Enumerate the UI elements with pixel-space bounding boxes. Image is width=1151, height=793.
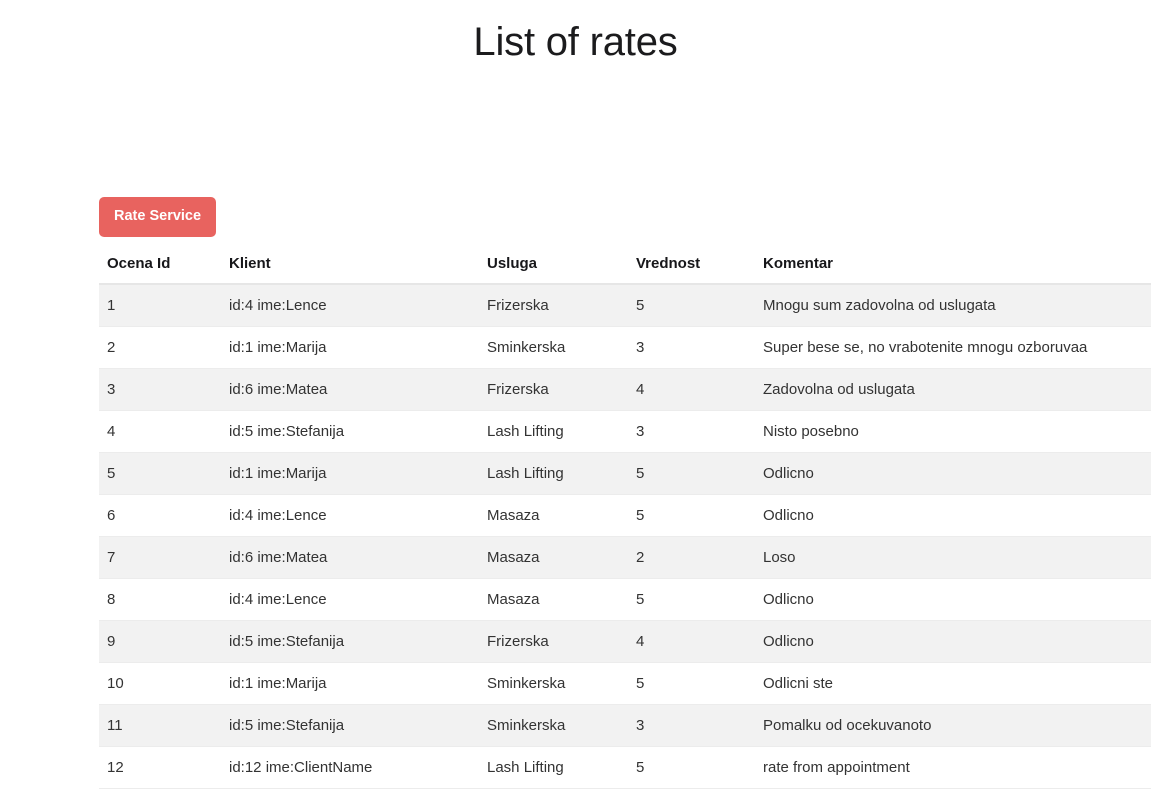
cell-usluga: Lash Lifting <box>479 745 628 789</box>
cell-usluga: Sminkerska <box>479 661 628 704</box>
cell-vrednost: 3 <box>628 325 755 368</box>
cell-komentar: Odlicni ste <box>755 661 1151 704</box>
table-row[interactable]: 5 id:1 ime:Marija Lash Lifting 5 Odlicno <box>99 451 1151 494</box>
column-header-ocena-id[interactable]: Ocena Id <box>99 245 221 285</box>
cell-komentar: rate from appointment <box>755 745 1151 789</box>
cell-usluga: Masaza <box>479 493 628 536</box>
cell-usluga: Masaza <box>479 535 628 578</box>
cell-klient: id:4 ime:Lence <box>221 493 479 536</box>
table-row[interactable]: 8 id:4 ime:Lence Masaza 5 Odlicno <box>99 577 1151 620</box>
table-row[interactable]: 9 id:5 ime:Stefanija Frizerska 4 Odlicno <box>99 619 1151 662</box>
cell-klient: id:6 ime:Matea <box>221 367 479 410</box>
cell-usluga: Masaza <box>479 577 628 620</box>
cell-vrednost: 5 <box>628 451 755 494</box>
cell-klient: id:12 ime:ClientName <box>221 745 479 789</box>
table-row[interactable]: 7 id:6 ime:Matea Masaza 2 Loso <box>99 535 1151 578</box>
cell-vrednost: 2 <box>628 535 755 578</box>
cell-klient: id:5 ime:Stefanija <box>221 703 479 746</box>
page-title: List of rates <box>473 20 678 64</box>
cell-vrednost: 5 <box>628 661 755 704</box>
cell-vrednost: 5 <box>628 577 755 620</box>
rate-service-button[interactable]: Rate Service <box>99 197 217 237</box>
cell-vrednost: 4 <box>628 367 755 410</box>
cell-klient: id:6 ime:Matea <box>221 535 479 578</box>
cell-vrednost: 3 <box>628 703 755 746</box>
cell-usluga: Sminkerska <box>479 325 628 368</box>
cell-ocena_id: 10 <box>99 661 221 704</box>
cell-ocena_id: 6 <box>99 493 221 536</box>
cell-ocena_id: 11 <box>99 703 221 746</box>
cell-klient: id:4 ime:Lence <box>229 296 327 314</box>
cell-ocena_id: 7 <box>99 535 221 578</box>
cell-klient: id:1 ime:Marija <box>221 451 479 494</box>
cell-ocena_id: 1 <box>107 296 116 314</box>
cell-vrednost: 5 <box>628 745 755 789</box>
table-row[interactable]: 11 id:5 ime:Stefanija Sminkerska 3 Pomalku o… <box>99 703 1151 746</box>
cell-vrednost: 5 <box>636 296 645 314</box>
table-body: 1 id:4 ime:Lence Frizerska 5 Mnogu sum zadov… <box>99 283 1151 789</box>
table-row[interactable]: 10 id:1 ime:Marija Sminkerska 5 Odlicni ste <box>99 661 1151 704</box>
rates-table: Ocena Id Klient Usluga Vrednost Komentar… <box>99 245 1151 789</box>
column-header-klient[interactable]: Klient <box>221 245 479 285</box>
cell-usluga: Frizerska <box>479 619 628 662</box>
cell-vrednost: 4 <box>628 619 755 662</box>
cell-ocena_id: 3 <box>99 367 221 410</box>
column-header-vrednost[interactable]: Vrednost <box>628 245 755 285</box>
cell-usluga: Sminkerska <box>479 703 628 746</box>
cell-komentar: Odlicno <box>755 493 1151 536</box>
cell-komentar: Nisto posebno <box>755 409 1151 452</box>
table-row[interactable]: 6 id:4 ime:Lence Masaza 5 Odlicno <box>99 493 1151 536</box>
rates-content: Rate Service Ocena Id Klient Usluga Vred… <box>99 197 1151 789</box>
cell-ocena_id: 9 <box>99 619 221 662</box>
table-header: Ocena Id Klient Usluga Vrednost Komentar <box>99 245 1151 285</box>
cell-ocena_id: 2 <box>99 325 221 368</box>
cell-klient: id:4 ime:Lence <box>221 577 479 620</box>
table-row[interactable]: 2 id:1 ime:Marija Sminkerska 3 Super bese se… <box>99 325 1151 368</box>
cell-komentar: Pomalku od ocekuvanoto <box>755 703 1151 746</box>
cell-komentar: Super bese se, no vrabotenite mnogu ozbo… <box>755 325 1151 368</box>
column-header-komentar[interactable]: Komentar <box>755 245 1151 285</box>
cell-komentar: Odlicno <box>755 619 1151 662</box>
cell-usluga: Frizerska <box>479 367 628 410</box>
table-header-row: Ocena Id Klient Usluga Vrednost Komentar <box>99 245 1151 285</box>
cell-klient: id:5 ime:Stefanija <box>221 619 479 662</box>
cell-klient: id:1 ime:Marija <box>221 661 479 704</box>
cell-ocena_id: 12 <box>99 745 221 789</box>
cell-komentar: Mnogu sum zadovolna od uslugata <box>763 296 996 314</box>
cell-komentar: Odlicno <box>755 577 1151 620</box>
cell-usluga: Lash Lifting <box>479 451 628 494</box>
cell-ocena_id: 4 <box>99 409 221 452</box>
table-row[interactable]: 12 id:12 ime:ClientName Lash Lifting 5 rate … <box>99 745 1151 789</box>
cell-ocena_id: 8 <box>99 577 221 620</box>
column-header-usluga[interactable]: Usluga <box>479 245 628 285</box>
table-row[interactable]: 4 id:5 ime:Stefanija Lash Lifting 3 Nisto po… <box>99 409 1151 452</box>
cell-ocena_id: 5 <box>99 451 221 494</box>
cell-komentar: Loso <box>755 535 1151 578</box>
cell-klient: id:5 ime:Stefanija <box>221 409 479 452</box>
cell-komentar: Zadovolna od uslugata <box>755 367 1151 410</box>
table-row[interactable]: 1 id:4 ime:Lence Frizerska 5 Mnogu sum zadov… <box>99 283 1151 326</box>
cell-vrednost: 3 <box>628 409 755 452</box>
cell-komentar: Odlicno <box>755 451 1151 494</box>
cell-usluga: Frizerska <box>487 296 549 314</box>
cell-vrednost: 5 <box>628 493 755 536</box>
cell-klient: id:1 ime:Marija <box>221 325 479 368</box>
table-row[interactable]: 3 id:6 ime:Matea Frizerska 4 Zadovolna od us… <box>99 367 1151 410</box>
cell-usluga: Lash Lifting <box>479 409 628 452</box>
